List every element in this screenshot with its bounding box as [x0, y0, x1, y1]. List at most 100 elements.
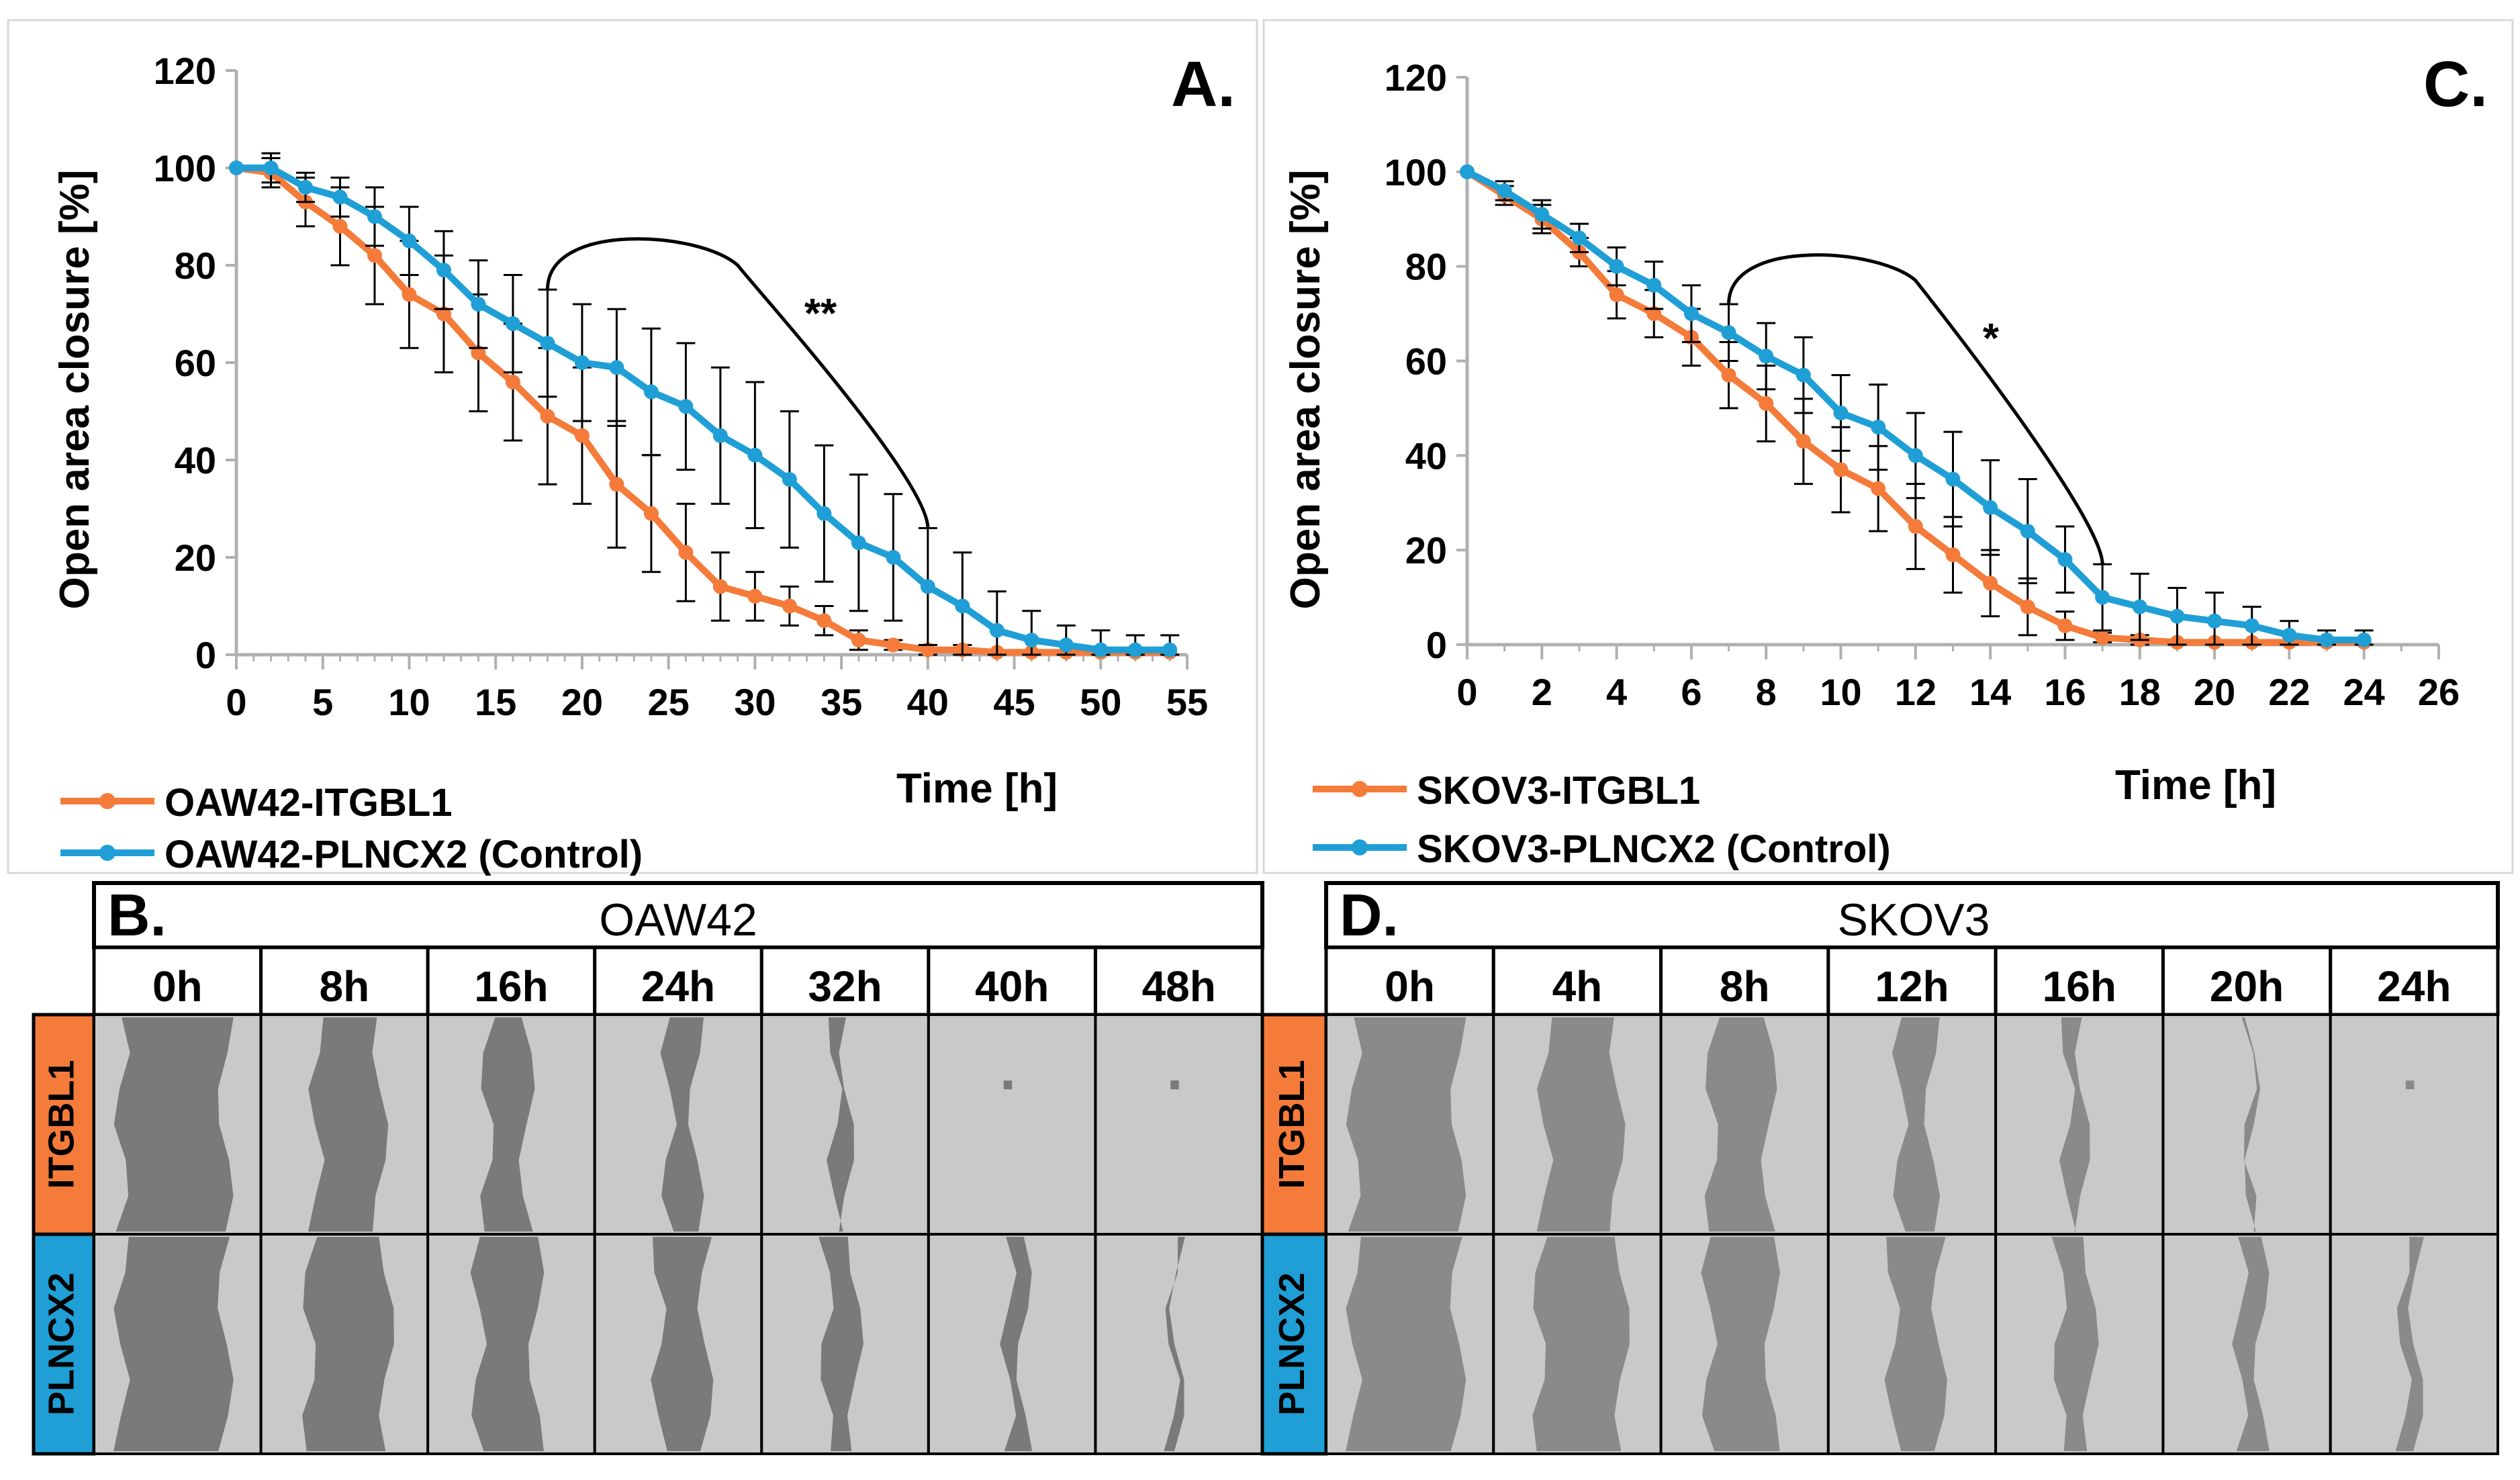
chart-a-series-plncx2-point — [402, 233, 417, 248]
chart-a-x-tick-label: 35 — [821, 681, 862, 723]
chart-c-series-plncx2-point — [1945, 471, 1961, 487]
chart-a-series-itgbl1-point — [402, 287, 417, 302]
panel-d-time-label: 8h — [1720, 962, 1770, 1011]
panel-b-time-cell — [1093, 945, 1264, 1017]
chart-a-series-plncx2-point — [505, 316, 520, 331]
panel-b-time-cell — [92, 945, 263, 1017]
panel-b-letter: B. — [107, 882, 167, 948]
chart-c-series-plncx2-point — [2356, 632, 2372, 647]
panel-d-time-label: 4h — [1552, 962, 1603, 1011]
chart-c-series-plncx2-point — [1683, 306, 1699, 322]
chart-c-series-itgbl1-point — [1945, 547, 1961, 563]
chart-a-series-plncx2-point — [1058, 637, 1074, 653]
panel-d-time-label: 20h — [2210, 962, 2284, 1011]
chart-c-series-itgbl1-point — [1759, 396, 1774, 411]
chart-c-series-plncx2-point — [1609, 259, 1624, 274]
panel-d-time-cell — [1826, 945, 1998, 1017]
chart-c-series-plncx2-point — [1646, 277, 1662, 293]
chart-a-series-itgbl1-point — [886, 637, 901, 653]
chart-a-series-plncx2-point — [747, 447, 763, 463]
chart-a-series-plncx2-point — [1093, 642, 1109, 657]
chart-c-series-itgbl1-point — [1609, 287, 1624, 302]
panel-d-time-label: 0h — [1385, 962, 1435, 1011]
panel-b-wound-gap — [819, 1237, 864, 1451]
chart-c-series-itgbl1-point — [1646, 306, 1662, 322]
chart-a-x-tick-label: 45 — [993, 681, 1035, 723]
chart-c-y-tick-label: 60 — [1405, 340, 1447, 383]
panel-d-micrograph — [2329, 1013, 2500, 1236]
legend-a-itgbl1-marker — [99, 793, 115, 809]
chart-c-series-plncx2-point — [1534, 207, 1550, 222]
chart-c-series-plncx2-point — [2169, 608, 2185, 624]
chart-c-series-itgbl1-point — [1871, 481, 1886, 496]
panel-b-grid: 0h 8h 16h 24h 32h 40h 48h ITGBL1 PLNCX2 — [32, 945, 1264, 1456]
chart-c-series-plncx2-point — [1460, 164, 1475, 179]
chart-a-xlabel: Time [h] — [896, 766, 1058, 812]
panel-b-wound-gap — [660, 1017, 704, 1232]
chart-a-series-itgbl1-point — [609, 477, 624, 492]
panel-b-time-cell — [759, 945, 931, 1017]
chart-c-x-tick-label: 18 — [2119, 671, 2161, 713]
chart-c-series-plncx2-point — [1908, 448, 1923, 463]
chart-c-xlabel: Time [h] — [2115, 762, 2276, 808]
panel-b-header — [92, 881, 1264, 950]
panel-d-wound-gap — [1532, 1237, 1630, 1451]
chart-c-series-itgbl1-point — [1833, 462, 1849, 477]
panel-d-residual-gap — [2405, 1080, 2415, 1090]
chart-a-x-tick-label: 40 — [907, 681, 949, 723]
panel-b-wound-gap — [470, 1237, 545, 1451]
chart-c-series-plncx2-point — [2132, 599, 2147, 614]
panel-d-time-label: 16h — [2043, 962, 2116, 1011]
chart-c-y-tick-label: 120 — [1385, 56, 1447, 99]
chart-c-series-plncx2-point — [2020, 524, 2035, 539]
chart-c-x-tick-label: 12 — [1895, 671, 1936, 713]
chart-c-x-tick-label: 16 — [2044, 671, 2086, 713]
panel-d-time-cell — [1324, 945, 1495, 1017]
chart-c-series-plncx2-point — [2244, 618, 2259, 633]
chart-c-series-plncx2-point — [1795, 367, 1811, 383]
legend-c-itgbl1-label: SKOV3-ITGBL1 — [1417, 769, 1700, 813]
chart-a-series-itgbl1-point — [851, 633, 866, 648]
panel-d-wound-gap — [1892, 1017, 1941, 1232]
panel-b-residual-gap — [1170, 1080, 1179, 1090]
panel-b-time-label: 0h — [152, 962, 203, 1011]
panel-b-time-cell — [259, 945, 430, 1017]
chart-a-x-tick-label: 5 — [312, 681, 333, 723]
panel-d-wound-gap — [2051, 1237, 2099, 1451]
chart-c-series-plncx2-point — [2319, 632, 2335, 647]
chart-a-y-tick-label: 80 — [175, 244, 216, 287]
chart-a-significance: ** — [804, 291, 837, 337]
panel-d-time-cell — [1994, 945, 2165, 1017]
chart-a-series-plncx2-point — [540, 336, 555, 351]
chart-a-x-tick-label: 50 — [1080, 681, 1121, 723]
chart-c-series-plncx2-point — [2207, 613, 2223, 629]
panel-b-wound-gap — [651, 1237, 714, 1451]
legend-a-itgbl1-label: OAW42-ITGBL1 — [165, 781, 453, 825]
chart-a-y-tick-label: 20 — [175, 537, 216, 579]
chart-a-series-itgbl1-point — [643, 506, 659, 521]
panel-b-time-label: 16h — [474, 962, 548, 1011]
panel-d-wound-gap — [1536, 1017, 1626, 1232]
panel-d-wound-gap — [2059, 1017, 2090, 1232]
panel-b-micrograph — [1094, 1013, 1264, 1236]
panel-b-time-label: 48h — [1142, 962, 1216, 1011]
legend-c-plncx2-marker — [1352, 839, 1368, 855]
chart-a-series-itgbl1-point — [540, 408, 555, 424]
legend-a-plncx2-marker — [99, 845, 115, 861]
chart-c-series-plncx2-point — [1497, 183, 1512, 198]
panel-d-wound-gap — [2232, 1237, 2270, 1451]
panel-d-grid: 0h 4h 8h 12h 16h 20h 24h ITGBL1 PLNCX2 — [1260, 945, 2500, 1456]
chart-c-series-plncx2-point — [1833, 405, 1849, 420]
panel-d-wound-gap — [1704, 1017, 1777, 1232]
chart-c-x-tick-label: 24 — [2343, 671, 2385, 713]
panel-b-wound-gap — [827, 1017, 854, 1232]
panel-d-wound-gap — [2395, 1237, 2424, 1451]
chart-a-series-itgbl1-point — [712, 579, 728, 594]
chart-a-series-itgbl1-point — [678, 545, 694, 560]
chart-a-series-plncx2-point — [782, 472, 797, 487]
chart-c-x-tick-label: 0 — [1456, 671, 1477, 713]
chart-a-series-itgbl1-point — [747, 589, 763, 604]
panel-d-row-label-itgbl1 — [1260, 1013, 1328, 1236]
panel-b-wound-gap — [113, 1017, 234, 1232]
panel-d-wound-gap — [2241, 1017, 2261, 1232]
